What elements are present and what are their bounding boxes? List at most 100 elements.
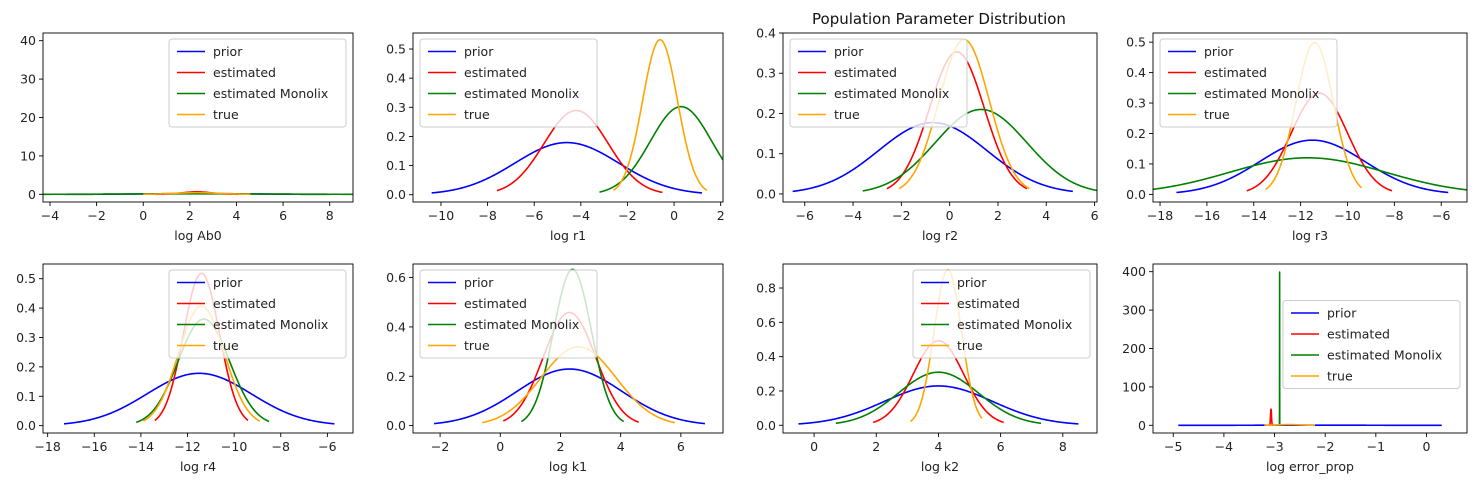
series-line-estimated-monolix <box>520 268 625 423</box>
x-tick-label: −3 <box>1265 439 1283 454</box>
x-tick-label: 4 <box>232 208 240 223</box>
y-tick-label: 0.2 <box>386 369 406 384</box>
y-tick-label: 0.4 <box>1126 65 1146 80</box>
axes-frame <box>412 263 724 434</box>
legend-label: estimated Monolix <box>464 317 579 332</box>
legend-label: prior <box>834 44 864 59</box>
y-tick-label: 400 <box>1122 264 1146 279</box>
x-tick-label: 0 <box>496 439 504 454</box>
y-tick-label: 100 <box>1122 379 1146 394</box>
legend-box <box>1159 38 1338 128</box>
x-tick-label: 0 <box>810 439 818 454</box>
legend-label: estimated <box>834 65 897 80</box>
x-tick-label: 4 <box>934 439 942 454</box>
y-tick-label: 0 <box>28 187 36 202</box>
x-tick-label: −6 <box>1432 208 1450 223</box>
legend-label: true <box>464 338 490 353</box>
subplot-log-ab0: −4 −2 0 2 4 6 8 0 10 20 30 40 log Ab0 prior estimated e… <box>20 32 354 243</box>
x-tick-label: −4 <box>572 208 590 223</box>
y-tick-label: 0.8 <box>756 281 776 296</box>
x-tick-label: −1 <box>1367 439 1385 454</box>
y-tick-label: 30 <box>20 72 36 87</box>
x-axis-label: log k2 <box>921 459 959 474</box>
series-line-prior <box>792 121 1074 193</box>
subplot-log-error-prop: −5 −4 −3 −2 −1 0 0 100 200 300 400 log error_prop pr… <box>1122 263 1468 474</box>
y-tick-label: 0.0 <box>386 187 406 202</box>
x-tick-label: −16 <box>1194 208 1220 223</box>
y-tick-label: 200 <box>1122 341 1146 356</box>
legend-label: prior <box>1204 44 1234 59</box>
y-tick-label: 0.5 <box>386 42 406 57</box>
legend-label: prior <box>464 44 494 59</box>
legend-label: prior <box>1327 306 1357 321</box>
legend: prior estimated estimated Monolix true <box>419 38 598 128</box>
legend-label: prior <box>957 275 987 290</box>
x-tick-label: −6 <box>796 208 814 223</box>
legend-box <box>912 269 1091 359</box>
x-tick-label: −10 <box>428 208 454 223</box>
x-tick-label: −14 <box>128 439 154 454</box>
legend: prior estimated estimated Monolix true <box>789 38 968 128</box>
legend-box <box>168 269 347 359</box>
legend: prior estimated estimated Monolix true <box>1282 300 1461 389</box>
legend-label: true <box>957 338 983 353</box>
x-tick-label: 2 <box>872 439 880 454</box>
y-tick-label: 300 <box>1122 303 1146 318</box>
x-tick-label: −8 <box>272 439 290 454</box>
legend-label: estimated Monolix <box>213 86 328 101</box>
y-tick-label: 0.1 <box>1126 156 1146 171</box>
y-tick-label: 0.0 <box>1126 187 1146 202</box>
x-tick-label: −4 <box>844 208 862 223</box>
legend-label: true <box>213 107 239 122</box>
legend: prior estimated estimated Monolix true <box>912 269 1091 359</box>
x-tick-label: 2 <box>556 439 564 454</box>
y-tick-label: 0.0 <box>756 186 776 201</box>
y-tick-label: 20 <box>20 110 36 125</box>
series-lines <box>1178 271 1442 427</box>
subplot-log-k2: 0 2 4 6 8 0.0 0.2 0.4 0.6 0.8 log k2 prior estimated… <box>756 263 1098 474</box>
series-line-prior <box>433 368 706 425</box>
y-tick-label: 0.0 <box>756 418 776 433</box>
legend: prior estimated estimated Monolix true <box>1159 38 1338 128</box>
x-tick-label: −5 <box>1164 439 1182 454</box>
x-tick-label: −2 <box>892 208 910 223</box>
x-tick-label: 0 <box>670 208 678 223</box>
y-tick-label: 0.2 <box>756 383 776 398</box>
x-tick-label: −10 <box>1334 208 1360 223</box>
subplot-log-r2: −6 −4 −2 0 2 4 6 0.0 0.1 0.2 0.3 0.4 log r2 prior esti… <box>756 26 1098 244</box>
x-axis-label: log r4 <box>180 459 216 474</box>
axes-frame <box>1152 32 1468 203</box>
x-tick-label: 8 <box>326 208 334 223</box>
x-axis-label: log error_prop <box>1266 459 1354 474</box>
y-tick-label: 40 <box>20 33 36 48</box>
x-tick-label: 0 <box>1423 439 1431 454</box>
x-tick-label: −12 <box>1287 208 1313 223</box>
x-tick-label: −18 <box>1147 208 1173 223</box>
y-tick-label: 0 <box>1138 418 1146 433</box>
x-tick-label: −16 <box>81 439 107 454</box>
legend-label: estimated Monolix <box>957 317 1072 332</box>
legend-label: estimated Monolix <box>464 86 579 101</box>
axes-frame <box>42 263 354 434</box>
y-tick-label: 0.1 <box>386 158 406 173</box>
legend-label: estimated <box>464 65 527 80</box>
series-lines <box>433 268 706 425</box>
y-tick-label: 0.1 <box>756 146 776 161</box>
y-tick-label: 0.0 <box>386 418 406 433</box>
legend-label: estimated Monolix <box>213 317 328 332</box>
series-line-prior <box>798 385 1079 425</box>
y-tick-label: 0.4 <box>386 319 406 334</box>
y-tick-label: 0.0 <box>16 418 36 433</box>
legend-label: prior <box>213 44 243 59</box>
y-tick-label: 0.4 <box>386 71 406 86</box>
x-tick-label: −6 <box>318 439 336 454</box>
series-line-true <box>142 191 252 196</box>
legend-label: prior <box>213 275 243 290</box>
y-tick-label: 0.4 <box>756 26 776 41</box>
legend-label: estimated <box>464 296 527 311</box>
series-line-true <box>1263 423 1316 427</box>
legend-label: estimated Monolix <box>1204 86 1319 101</box>
series-lines <box>43 190 353 196</box>
